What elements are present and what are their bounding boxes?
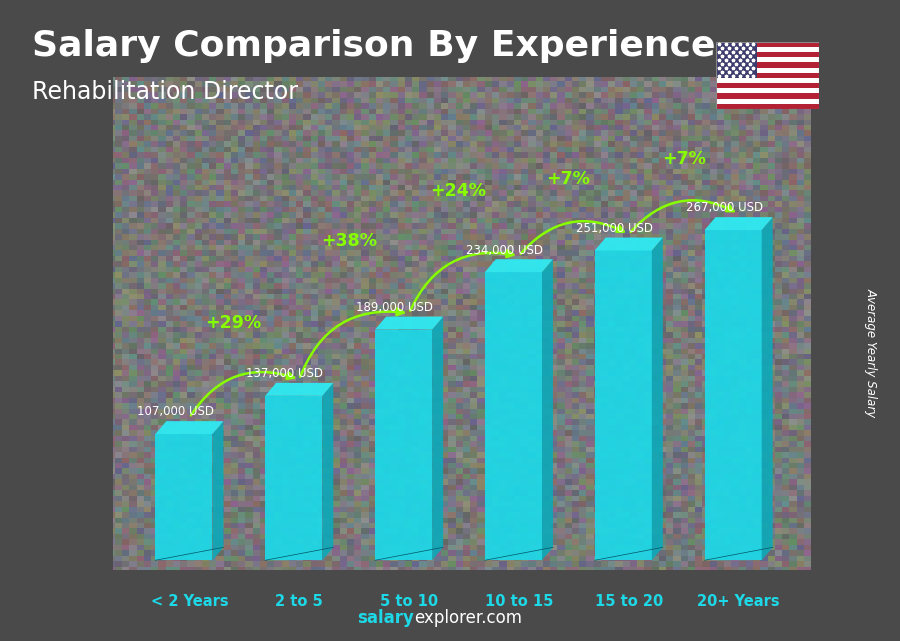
Polygon shape — [761, 217, 773, 560]
Bar — [716, 57, 819, 62]
Text: 251,000 USD: 251,000 USD — [576, 222, 653, 235]
Polygon shape — [212, 421, 223, 560]
Bar — [716, 42, 757, 78]
Polygon shape — [266, 383, 333, 396]
Polygon shape — [705, 217, 773, 230]
Text: +7%: +7% — [546, 171, 590, 188]
Text: +38%: +38% — [320, 232, 377, 250]
Text: +7%: +7% — [662, 150, 706, 168]
Text: 10 to 15: 10 to 15 — [485, 594, 554, 610]
Bar — [716, 99, 819, 104]
Text: 137,000 USD: 137,000 USD — [247, 367, 323, 380]
Bar — [716, 52, 819, 57]
Polygon shape — [375, 317, 443, 329]
Polygon shape — [375, 329, 432, 560]
Polygon shape — [156, 434, 212, 560]
Polygon shape — [705, 230, 761, 560]
Bar — [716, 67, 819, 72]
Text: 20+ Years: 20+ Years — [698, 594, 780, 610]
Bar — [716, 42, 819, 47]
Bar — [716, 104, 819, 109]
Polygon shape — [485, 259, 553, 272]
Polygon shape — [595, 251, 652, 560]
Text: Salary Comparison By Experience: Salary Comparison By Experience — [32, 29, 715, 63]
Text: explorer.com: explorer.com — [414, 609, 522, 627]
Polygon shape — [595, 238, 662, 251]
Text: 107,000 USD: 107,000 USD — [137, 405, 213, 419]
Polygon shape — [485, 272, 542, 560]
Text: Rehabilitation Director: Rehabilitation Director — [32, 80, 298, 104]
Bar — [716, 78, 819, 83]
Bar — [716, 62, 819, 67]
Text: 2 to 5: 2 to 5 — [275, 594, 323, 610]
Bar — [716, 72, 819, 78]
Polygon shape — [266, 396, 322, 560]
Polygon shape — [156, 421, 223, 434]
Text: salary: salary — [357, 609, 414, 627]
Polygon shape — [432, 317, 443, 560]
Text: +24%: +24% — [430, 181, 487, 199]
Polygon shape — [322, 383, 333, 560]
Text: 234,000 USD: 234,000 USD — [466, 244, 543, 256]
Bar — [716, 83, 819, 88]
Text: 15 to 20: 15 to 20 — [595, 594, 663, 610]
Text: Average Yearly Salary: Average Yearly Salary — [865, 288, 878, 417]
Text: 5 to 10: 5 to 10 — [380, 594, 438, 610]
Bar — [716, 47, 819, 52]
Polygon shape — [542, 259, 553, 560]
Text: 267,000 USD: 267,000 USD — [686, 201, 763, 215]
Text: 189,000 USD: 189,000 USD — [356, 301, 433, 314]
Bar — [716, 88, 819, 94]
Text: < 2 Years: < 2 Years — [150, 594, 229, 610]
Polygon shape — [652, 238, 662, 560]
Text: +29%: +29% — [205, 314, 261, 332]
Bar — [716, 94, 819, 99]
